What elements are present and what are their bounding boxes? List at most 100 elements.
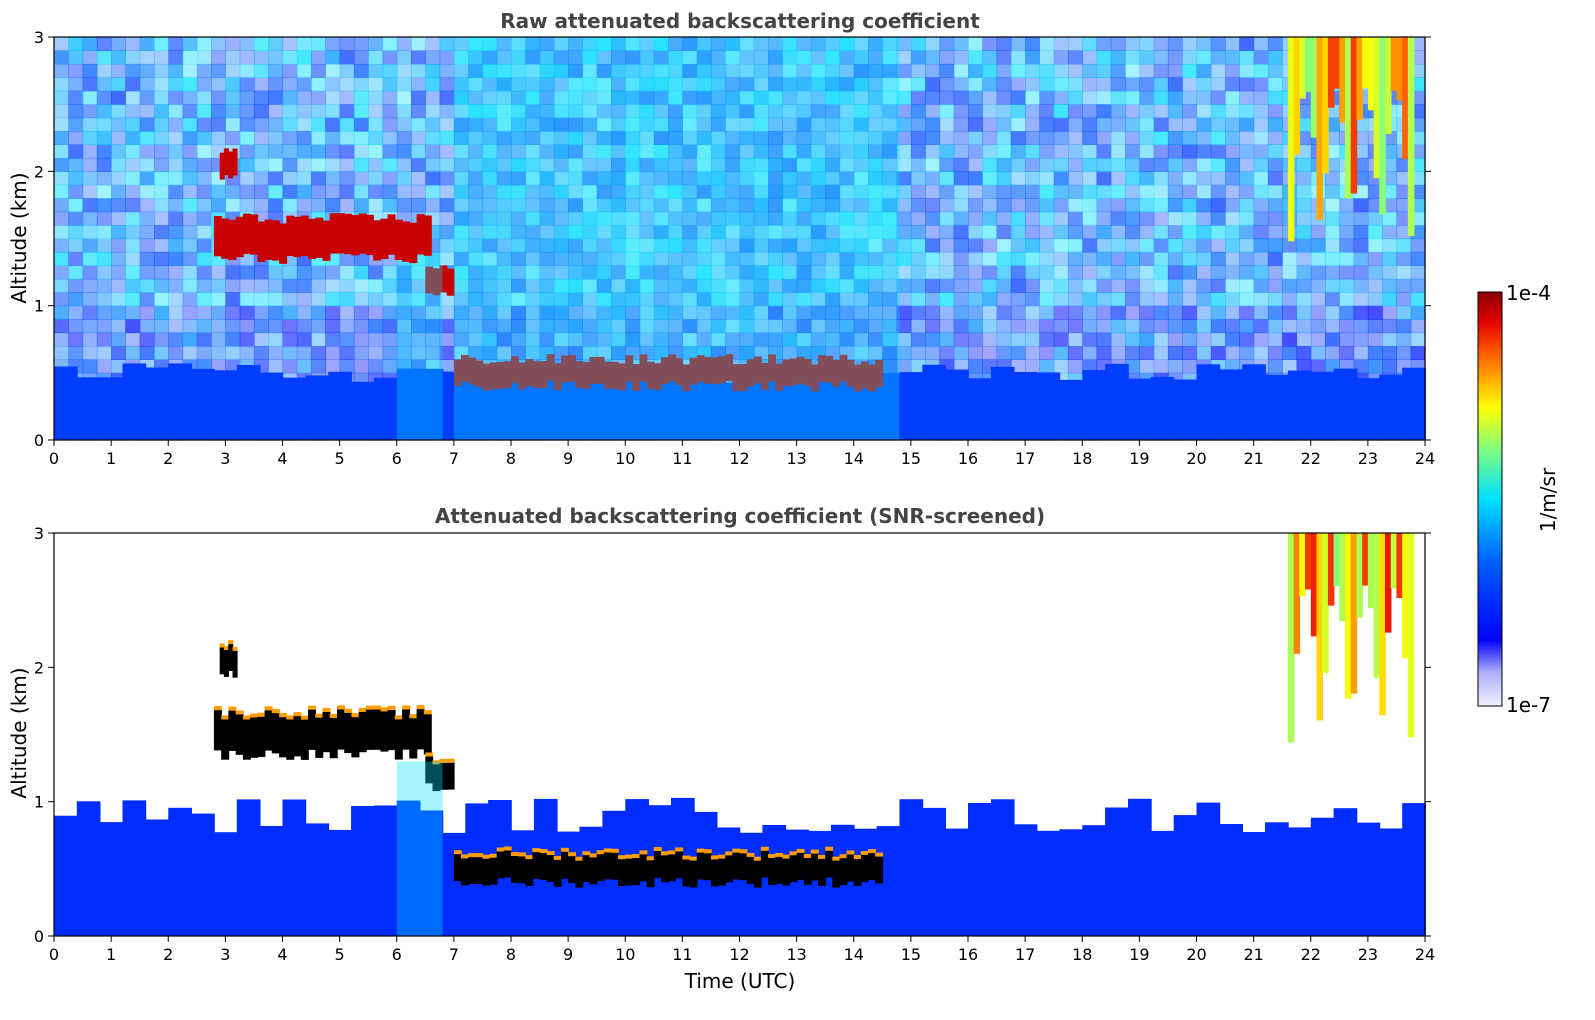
noise-cell bbox=[939, 319, 955, 334]
noise-cell bbox=[1310, 305, 1326, 320]
cirrus-segment bbox=[1299, 37, 1306, 99]
noise-cell bbox=[1053, 90, 1069, 105]
noise-cell bbox=[1382, 278, 1398, 293]
noise-cell bbox=[1210, 238, 1226, 253]
noise-cell bbox=[1210, 37, 1226, 51]
noise-cell bbox=[1353, 225, 1369, 240]
noise-cell bbox=[225, 305, 241, 320]
noise-cell bbox=[1325, 332, 1340, 347]
cloud-layer-segment bbox=[402, 221, 411, 262]
boundary-layer-segment bbox=[785, 378, 809, 440]
noise-cell bbox=[154, 77, 169, 92]
noise-cell bbox=[468, 144, 484, 159]
noise-cell bbox=[1253, 37, 1269, 51]
noise-cell bbox=[1025, 171, 1040, 186]
noise-cell bbox=[1068, 198, 1083, 213]
cloud-edge-segment bbox=[373, 705, 382, 710]
noise-cell bbox=[925, 251, 941, 266]
noise-cell bbox=[1253, 184, 1269, 199]
noise-cell bbox=[268, 144, 284, 159]
noise-cell bbox=[896, 225, 912, 240]
noise-cell bbox=[339, 346, 355, 360]
x-tick-label: 14 bbox=[844, 449, 864, 468]
cloud-layer-segment bbox=[760, 850, 769, 878]
noise-cell bbox=[1125, 238, 1140, 253]
noise-cell bbox=[511, 225, 526, 240]
noise-cell bbox=[1025, 359, 1040, 374]
noise-cell bbox=[68, 37, 84, 51]
noise-cell bbox=[125, 332, 141, 347]
noise-cell bbox=[796, 184, 812, 199]
noise-cell bbox=[1110, 238, 1126, 253]
noise-cell bbox=[839, 131, 855, 145]
noise-cell bbox=[996, 131, 1012, 145]
noise-cell bbox=[553, 251, 569, 266]
noise-cell bbox=[1282, 346, 1298, 360]
noise-cell bbox=[1167, 238, 1183, 253]
noise-cell bbox=[682, 198, 698, 213]
noise-cell bbox=[154, 198, 169, 213]
x-tick-label: 7 bbox=[449, 449, 459, 468]
x-tick-label: 5 bbox=[335, 945, 345, 964]
noise-cell bbox=[825, 37, 841, 51]
noise-cell bbox=[368, 292, 384, 307]
noise-cell bbox=[439, 37, 455, 51]
noise-cell bbox=[810, 77, 826, 92]
noise-cell bbox=[182, 37, 198, 51]
noise-cell bbox=[311, 292, 326, 307]
noise-cell bbox=[1267, 37, 1283, 51]
noise-cell bbox=[639, 37, 655, 51]
noise-cell bbox=[1053, 359, 1069, 374]
cloud-layer-segment bbox=[525, 859, 534, 886]
noise-cell bbox=[268, 305, 284, 320]
noise-cell bbox=[54, 37, 69, 51]
cloud-fragment-segment bbox=[425, 266, 434, 294]
noise-cell bbox=[1153, 238, 1169, 253]
noise-cell bbox=[696, 157, 712, 172]
noise-cell bbox=[968, 225, 983, 240]
noise-cell bbox=[882, 77, 898, 92]
noise-cell bbox=[882, 63, 898, 78]
noise-cell bbox=[1210, 265, 1226, 280]
noise-cell bbox=[682, 63, 698, 78]
noise-cell bbox=[725, 77, 741, 92]
noise-cell bbox=[925, 305, 941, 320]
noise-cell bbox=[896, 184, 912, 199]
noise-cell bbox=[696, 104, 712, 119]
noise-cell bbox=[625, 77, 641, 92]
noise-cell bbox=[1153, 144, 1169, 159]
noise-cell bbox=[1325, 251, 1340, 266]
noise-cell bbox=[1010, 184, 1026, 199]
noise-cell bbox=[168, 50, 184, 65]
x-tick-label: 13 bbox=[786, 449, 806, 468]
noise-cell bbox=[1039, 346, 1055, 360]
noise-cell bbox=[611, 144, 626, 159]
noise-cell bbox=[739, 144, 755, 159]
noise-cell bbox=[896, 90, 912, 105]
noise-cell bbox=[910, 346, 926, 360]
noise-cell bbox=[1167, 251, 1183, 266]
noise-cell bbox=[253, 104, 269, 119]
noise-cell bbox=[668, 332, 683, 347]
noise-cell bbox=[696, 332, 712, 347]
noise-cell bbox=[425, 117, 441, 132]
cloud-edge-segment bbox=[832, 856, 841, 861]
noise-cell bbox=[396, 198, 412, 213]
noise-cell bbox=[768, 77, 783, 92]
noise-cell bbox=[953, 117, 969, 132]
noise-cell bbox=[111, 346, 126, 360]
noise-cell bbox=[496, 198, 512, 213]
noise-cell bbox=[739, 37, 755, 51]
noise-cell bbox=[768, 238, 783, 253]
noise-cell bbox=[1153, 265, 1169, 280]
noise-cell bbox=[896, 211, 912, 226]
noise-cell bbox=[810, 184, 826, 199]
noise-cell bbox=[953, 184, 969, 199]
noise-cell bbox=[1353, 131, 1369, 145]
noise-cell bbox=[1025, 346, 1040, 360]
noise-cell bbox=[1039, 292, 1055, 307]
noise-cell bbox=[1182, 50, 1198, 65]
cloud-layer-segment bbox=[475, 360, 484, 388]
noise-cell bbox=[54, 211, 69, 226]
noise-cell bbox=[1282, 305, 1298, 320]
